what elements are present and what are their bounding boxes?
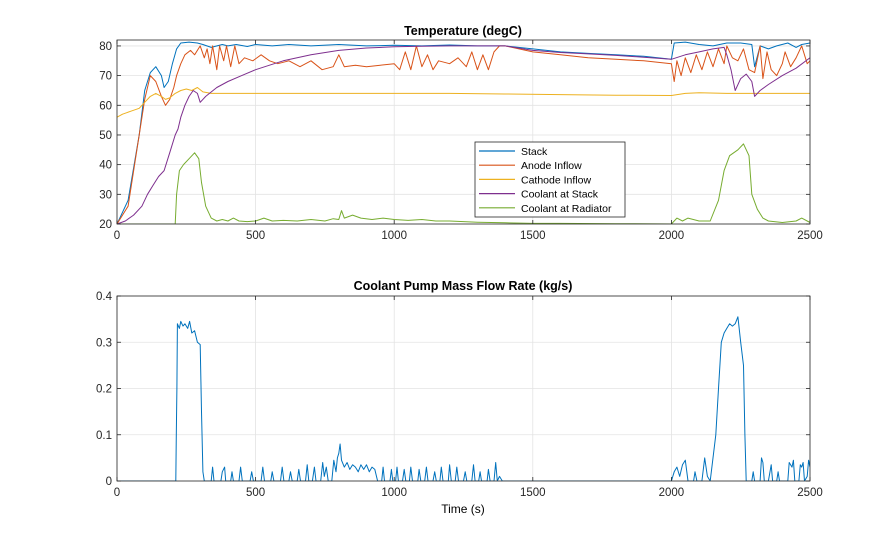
x-tick-label: 500 — [246, 230, 265, 242]
x-tick-label: 500 — [246, 487, 265, 499]
series-line-stack — [117, 41, 810, 224]
temperature-axes-box — [116, 39, 811, 225]
series-line-coolant-at-stack — [117, 45, 810, 224]
y-tick-label: 50 — [99, 130, 112, 142]
flow-rate-chart-title: Coolant Pump Mass Flow Rate (kg/s) — [354, 279, 573, 293]
series-line-cathode-inflow — [117, 87, 810, 118]
y-tick-label: 0 — [106, 476, 112, 488]
legend-entry-label: Coolant at Stack — [521, 189, 599, 201]
temperature-series-lines — [117, 41, 810, 224]
x-tick-label: 0 — [114, 487, 120, 499]
legend-entry-label: Coolant at Radiator — [521, 203, 612, 215]
x-tick-label: 2500 — [797, 487, 823, 499]
x-tick-label: 1500 — [520, 230, 546, 242]
y-tick-label: 60 — [99, 100, 112, 112]
series-line-1 — [117, 316, 810, 481]
x-tick-label: 0 — [114, 230, 120, 242]
y-tick-label: 40 — [99, 160, 112, 172]
temperature-plot-area — [117, 40, 810, 224]
y-tick-label: 20 — [99, 219, 112, 231]
x-tick-label: 1000 — [381, 487, 407, 499]
temperature-legend: Stack Anode Inflow Cathode Inflow Coolant a… — [474, 141, 626, 218]
y-tick-label: 70 — [99, 71, 112, 83]
legend-entry-label: Cathode Inflow — [521, 174, 591, 186]
series-line-coolant-at-radiator — [117, 143, 810, 224]
x-tick-label: 1500 — [520, 487, 546, 499]
flow-rate-series-lines — [117, 316, 810, 481]
x-tick-label: 2500 — [797, 230, 823, 242]
x-tick-label: 1000 — [381, 230, 407, 242]
y-tick-label: 0.2 — [96, 384, 112, 396]
y-tick-label: 0.4 — [96, 291, 113, 303]
y-tick-label: 80 — [99, 41, 112, 53]
temperature-chart-title: Temperature (degC) — [404, 24, 522, 38]
y-tick-label: 0.1 — [96, 430, 112, 442]
series-line-anode-inflow — [117, 45, 810, 224]
temperature-chart: Temperature (degC) 0 500 1000 1500 2000 2500 2… — [99, 24, 823, 242]
flow-rate-ticks: 0 500 1000 1500 2000 2500 0 0.1 0.2 0.3 0.4 — [96, 291, 823, 499]
flow-rate-chart: Coolant Pump Mass Flow Rate (kg/s) 0 500 1… — [96, 279, 823, 516]
x-tick-label: 2000 — [659, 230, 685, 242]
flow-rate-x-axis-label: Time (s) — [441, 502, 485, 516]
y-tick-label: 0.3 — [96, 337, 112, 349]
legend-entry-label: Stack — [521, 146, 548, 158]
legend-entry-label: Anode Inflow — [521, 160, 582, 172]
temperature-ticks: 0 500 1000 1500 2000 2500 20 30 40 50 60 70 80 — [99, 40, 823, 242]
y-tick-label: 30 — [99, 189, 112, 201]
x-tick-label: 2000 — [659, 487, 685, 499]
